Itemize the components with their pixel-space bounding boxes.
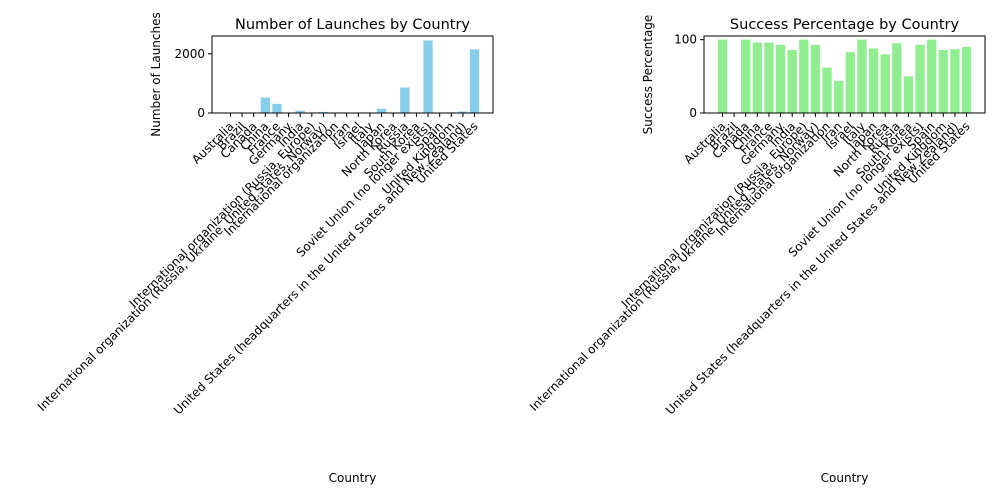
success-chart-bar xyxy=(717,39,728,113)
success-chart-bar xyxy=(834,80,844,113)
launches-chart-bar xyxy=(318,111,329,113)
launches-chart-bar xyxy=(400,87,410,113)
success-chart-bar xyxy=(810,44,821,113)
success-chart-bar xyxy=(927,39,937,113)
success-chart-bar xyxy=(764,42,774,113)
success-chart-bar xyxy=(938,49,948,113)
success-chart-plot-frame xyxy=(703,35,986,114)
launches-chart-bar xyxy=(272,103,282,113)
launches-chart-y-ticks: 0 2000 xyxy=(174,47,212,120)
launches-chart-title: Number of Launches by Country xyxy=(235,17,470,33)
success-chart-y-axis-label: Success Percentage xyxy=(641,15,655,135)
launches-chart-y-axis-label: Number of Launches xyxy=(149,12,163,137)
success-chart-bar xyxy=(775,44,786,113)
success-chart-bar xyxy=(961,47,972,113)
success-chart-bar xyxy=(950,49,960,113)
success-chart-bar xyxy=(752,42,762,113)
launches-chart-y-tick-label: 0 xyxy=(197,106,205,120)
success-chart-x-axis-label: Country xyxy=(821,471,869,485)
success-chart-bar xyxy=(857,39,867,113)
success-chart-bar xyxy=(868,48,879,113)
success-chart-y-tick-label: 100 xyxy=(674,33,697,47)
success-chart-bar xyxy=(787,49,797,113)
launches-chart-bar xyxy=(458,111,468,113)
launches-chart-bar xyxy=(423,40,433,113)
success-chart-bar xyxy=(880,54,890,113)
success-chart-y-tick-label: 0 xyxy=(689,106,697,120)
launches-chart-y-tick-label: 2000 xyxy=(174,47,205,61)
success-chart-bar xyxy=(741,39,751,113)
success-chart-y-ticks: 0 100 xyxy=(674,33,704,120)
success-chart-title: Success Percentage by Country xyxy=(730,17,960,33)
launches-chart-bar xyxy=(295,110,305,113)
success-chart-bar xyxy=(799,39,809,113)
success-chart-bar xyxy=(903,76,914,113)
launches-chart-bar xyxy=(260,97,270,113)
success-chart-bar xyxy=(822,67,832,113)
success-chart-bar xyxy=(845,52,855,113)
success-chart-bars xyxy=(717,39,972,114)
launches-chart-bar xyxy=(469,49,480,113)
launches-chart-plot-frame xyxy=(211,35,494,114)
success-chart-bar xyxy=(915,44,925,113)
success-chart-bar xyxy=(892,43,902,114)
launches-chart-x-axis-label: Country xyxy=(329,471,377,485)
launches-chart-bar xyxy=(376,108,387,113)
